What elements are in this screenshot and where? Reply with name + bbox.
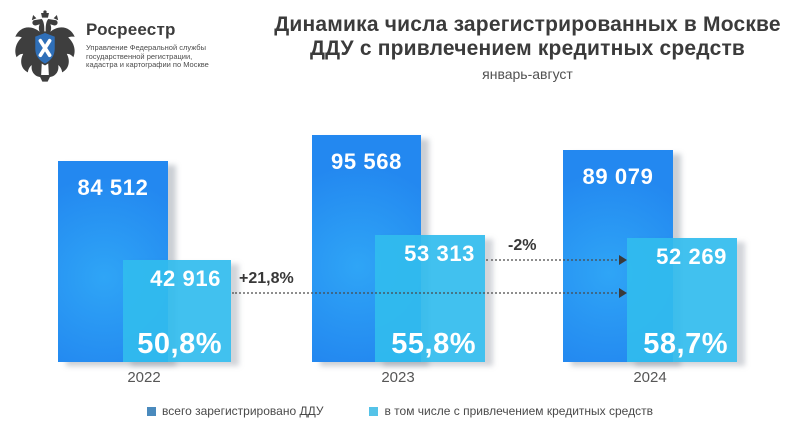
- org-description-line1: Управление Федеральной службы: [86, 43, 206, 52]
- legend-item-credit: в том числе с привлечением кредитных сре…: [369, 404, 653, 418]
- year-label-2022: 2022: [127, 369, 161, 386]
- legend-marker-total-icon: [147, 406, 157, 416]
- org-description-line3: кадастра и картографии по Москве: [86, 60, 209, 70]
- chart-subtitle: январь-август: [482, 66, 573, 82]
- arrowhead-icon: [619, 255, 627, 265]
- legend-marker-credit-icon: [369, 406, 379, 416]
- legend-item-total: всего зарегистрировано ДДУ: [147, 404, 323, 418]
- trend-label-plus: +21,8%: [239, 270, 294, 287]
- trend-arrow-2022-2024: [232, 288, 627, 298]
- year-label-2024: 2024: [633, 369, 667, 386]
- chart-header: Динамика числа зарегистрированных в Моск…: [265, 13, 790, 82]
- value-label-total-2023: 95 568: [331, 149, 402, 174]
- value-label-credit-2024: 52 269: [656, 244, 727, 269]
- year-label-2023: 2023: [381, 369, 415, 386]
- arrowhead-icon: [619, 288, 627, 298]
- legend-label-total: всего зарегистрировано ДДУ: [162, 404, 324, 418]
- org-name: Росреестр: [86, 20, 176, 39]
- share-label-2024: 58,7%: [643, 328, 728, 360]
- value-label-total-2022: 84 512: [77, 175, 149, 200]
- chart-title-line1: Динамика числа зарегистрированных в Моск…: [274, 13, 781, 36]
- value-label-credit-2023: 53 313: [404, 241, 475, 266]
- trend-label-minus: -2%: [508, 237, 537, 254]
- org-description-line2: государственной регистрации,: [86, 51, 193, 61]
- chart-title-line2: ДДУ с привлечением кредитных средств: [309, 37, 746, 60]
- rosreestr-logo: Росреестр Управление Федеральной службы …: [12, 4, 272, 94]
- share-label-2022: 50,8%: [137, 328, 222, 360]
- bar-credit-2023: 53 313 55,8%: [375, 235, 485, 362]
- value-label-credit-2022: 42 916: [150, 266, 221, 291]
- bar-credit-2024: 52 269 58,7%: [627, 238, 737, 362]
- share-label-2023: 55,8%: [391, 328, 476, 360]
- bar-credit-2022: 42 916 50,8%: [123, 260, 231, 362]
- eagle-emblem-icon: [15, 10, 75, 82]
- legend-label-credit: в том числе с привлечением кредитных сре…: [384, 404, 653, 418]
- bar-chart: 84 512 42 916 50,8% 95 568 53 313 55,8% …: [0, 120, 800, 362]
- chart-legend: всего зарегистрировано ДДУ в том числе с…: [0, 404, 800, 418]
- org-description: Управление Федеральной службы государств…: [86, 43, 276, 70]
- trend-arrow-2023-2024: [486, 255, 627, 265]
- value-label-total-2024: 89 079: [582, 164, 654, 189]
